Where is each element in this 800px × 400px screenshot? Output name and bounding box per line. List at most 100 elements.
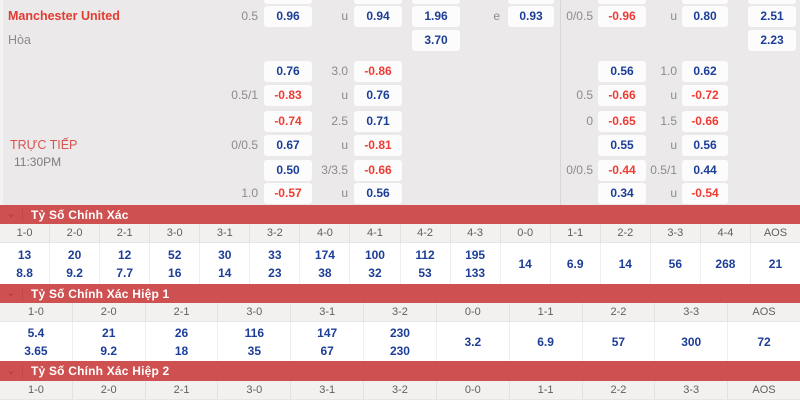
odds-row: -0.74 2.5 0.71 0 -0.65 1.5 -0.66 (0, 111, 800, 132)
score-values-row: 13 8.8 20 9.2 12 7.7 52 16 30 14 33 23 174 38 100 32 112… (0, 243, 800, 284)
odds-value-top: 21 (102, 325, 116, 340)
odds-cell[interactable]: -0.74 (264, 111, 312, 132)
odds-cell[interactable]: 0.67 (264, 135, 312, 156)
score-odds-cell[interactable]: 26 18 (144, 322, 218, 361)
score-odds-cell[interactable]: 52 16 (149, 243, 199, 284)
odds-cell[interactable]: -0.83 (264, 85, 312, 106)
score-odds-cell[interactable]: 14 (499, 243, 550, 284)
odds-cell[interactable]: -0.57 (264, 183, 312, 204)
score-odds-cell[interactable]: 72 (727, 322, 800, 361)
odds-value-top: 100 (364, 247, 385, 262)
score-odds-cell[interactable]: 100 32 (349, 243, 399, 284)
odds-value-bottom: 133 (465, 265, 486, 280)
live-badge: TRỰC TIẾP (10, 138, 78, 152)
odds-cell[interactable]: -0.86 (354, 61, 402, 82)
score-odds-cell[interactable]: 3.2 (435, 322, 509, 361)
odds-cell[interactable]: 0.71 (354, 111, 402, 132)
odds-value-bottom: 23 (268, 265, 282, 280)
score-column-header: 0-0 (499, 224, 550, 242)
section-header-bar[interactable]: ⌄ Tỷ Số Chính Xác Hiệp 1 (0, 284, 800, 303)
odds-cell[interactable]: -0.81 (354, 135, 402, 156)
score-odds-cell[interactable]: 6.9 (508, 322, 582, 361)
score-column-header: 1-1 (549, 224, 600, 242)
odds-cell[interactable]: 3.70 (412, 30, 460, 51)
left-edge-strip (0, 0, 3, 205)
odds-cell[interactable]: 0.76 (354, 85, 402, 106)
score-odds-cell[interactable]: 13 8.8 (0, 243, 49, 284)
score-column-header: 2-0 (71, 381, 145, 399)
odds-cell[interactable]: 0.80 (682, 6, 728, 27)
score-column-header: 3-2 (363, 303, 436, 321)
section-header-bar[interactable]: ⌄ Tỷ Số Chính Xác (0, 205, 800, 224)
score-odds-cell[interactable]: 6.9 (549, 243, 600, 284)
score-odds-cell[interactable]: 56 (649, 243, 700, 284)
odds-cell[interactable]: 0.94 (354, 6, 402, 27)
chevron-down-icon[interactable]: ⌄ (6, 364, 16, 377)
odds-cell[interactable]: 0.55 (598, 135, 646, 156)
chevron-down-icon[interactable]: ⌄ (6, 208, 16, 220)
correct-score-sections: ⌄ Tỷ Số Chính Xác 1-0 2-0 2-1 3-0 3-1 3-2 4-0 4-1… (0, 205, 800, 400)
odds-cell[interactable]: 0.93 (508, 6, 554, 27)
odds-row: 0.5 0.96 u 0.94 1.96 e 0.93 0/0.5 -0.96 u 0.80 2.51 (0, 6, 800, 27)
odds-handicap-label: 3/3.5 (321, 163, 348, 177)
odds-value-top: 6.9 (566, 256, 584, 271)
score-odds-cell[interactable]: 5.4 3.65 (0, 322, 72, 361)
score-column-header: 3-0 (217, 381, 290, 399)
odds-row: 1.0 -0.57 u 0.56 0.34 u -0.54 (0, 183, 800, 204)
odds-cell[interactable]: -0.66 (598, 85, 646, 106)
odds-cell[interactable]: 0.34 (598, 183, 646, 204)
score-odds-cell[interactable]: 57 (581, 322, 655, 361)
score-odds-cell[interactable]: 116 35 (217, 322, 290, 361)
score-odds-cell[interactable]: 14 (599, 243, 650, 284)
score-odds-cell[interactable]: 195 133 (449, 243, 500, 284)
odds-cell[interactable]: 0.44 (682, 160, 728, 181)
odds-value-top: 268 (715, 256, 736, 271)
score-odds-cell[interactable]: 300 (654, 322, 727, 361)
odds-cell[interactable]: -0.72 (682, 85, 728, 106)
odds-cell[interactable]: 2.23 (748, 30, 796, 51)
odds-cell[interactable]: 1.96 (412, 6, 460, 27)
draw-label: Hòa (8, 33, 31, 47)
odds-row: 3.70 2.23 (0, 30, 800, 51)
score-odds-cell[interactable]: 30 14 (199, 243, 249, 284)
odds-cell[interactable]: 0.76 (264, 61, 312, 82)
score-odds-cell[interactable]: 112 53 (399, 243, 450, 284)
odds-cell[interactable]: 0.96 (264, 6, 312, 27)
score-column-header: 4-2 (399, 224, 450, 242)
odds-cell[interactable]: 0.56 (682, 135, 728, 156)
odds-cell[interactable]: -0.96 (598, 6, 646, 27)
odds-cell[interactable]: 0.56 (598, 61, 646, 82)
odds-handicap-label: u (341, 9, 348, 23)
score-odds-cell[interactable]: 230 230 (363, 322, 436, 361)
score-column-header: 2-2 (581, 381, 655, 399)
odds-cell[interactable]: -0.66 (682, 111, 728, 132)
score-header-row: 1-0 2-0 2-1 3-0 3-1 3-2 4-0 4-1 4-2 4-3 0-0 1-1 2-2 3… (0, 224, 800, 243)
chevron-down-icon[interactable]: ⌄ (6, 287, 16, 299)
odds-cell[interactable]: -0.66 (354, 160, 402, 181)
score-odds-cell[interactable]: 20 9.2 (49, 243, 99, 284)
odds-value-top: 12 (117, 247, 132, 262)
match-odds-table: Manchester United Hòa TRỰC TIẾP 11:30PM … (0, 0, 800, 205)
score-odds-cell[interactable]: 174 38 (299, 243, 349, 284)
score-odds-cell[interactable]: 268 (699, 243, 750, 284)
score-odds-cell[interactable]: 147 67 (290, 322, 363, 361)
odds-value-bottom: 9.2 (66, 265, 83, 280)
score-odds-cell[interactable]: 21 9.2 (71, 322, 145, 361)
score-odds-cell[interactable]: 33 23 (249, 243, 299, 284)
score-column-header: 2-1 (144, 381, 218, 399)
separator (22, 364, 23, 378)
odds-cell[interactable]: 0.50 (264, 160, 312, 181)
score-odds-cell[interactable]: 21 (749, 243, 800, 284)
odds-cell[interactable]: -0.54 (682, 183, 728, 204)
odds-handicap-label: 0/0.5 (566, 163, 593, 177)
score-column-header: AOS (727, 381, 800, 399)
score-column-header: 3-1 (290, 303, 363, 321)
odds-cell[interactable]: 2.51 (748, 6, 796, 27)
odds-cell[interactable]: 0.56 (354, 183, 402, 204)
score-odds-cell[interactable]: 12 7.7 (99, 243, 149, 284)
cutoff-odds-row (0, 0, 800, 4)
odds-cell[interactable]: -0.65 (598, 111, 646, 132)
odds-cell[interactable]: 0.62 (682, 61, 728, 82)
section-header-bar[interactable]: ⌄ Tỷ Số Chính Xác Hiệp 2 (0, 361, 800, 381)
odds-cell[interactable]: -0.44 (598, 160, 646, 181)
